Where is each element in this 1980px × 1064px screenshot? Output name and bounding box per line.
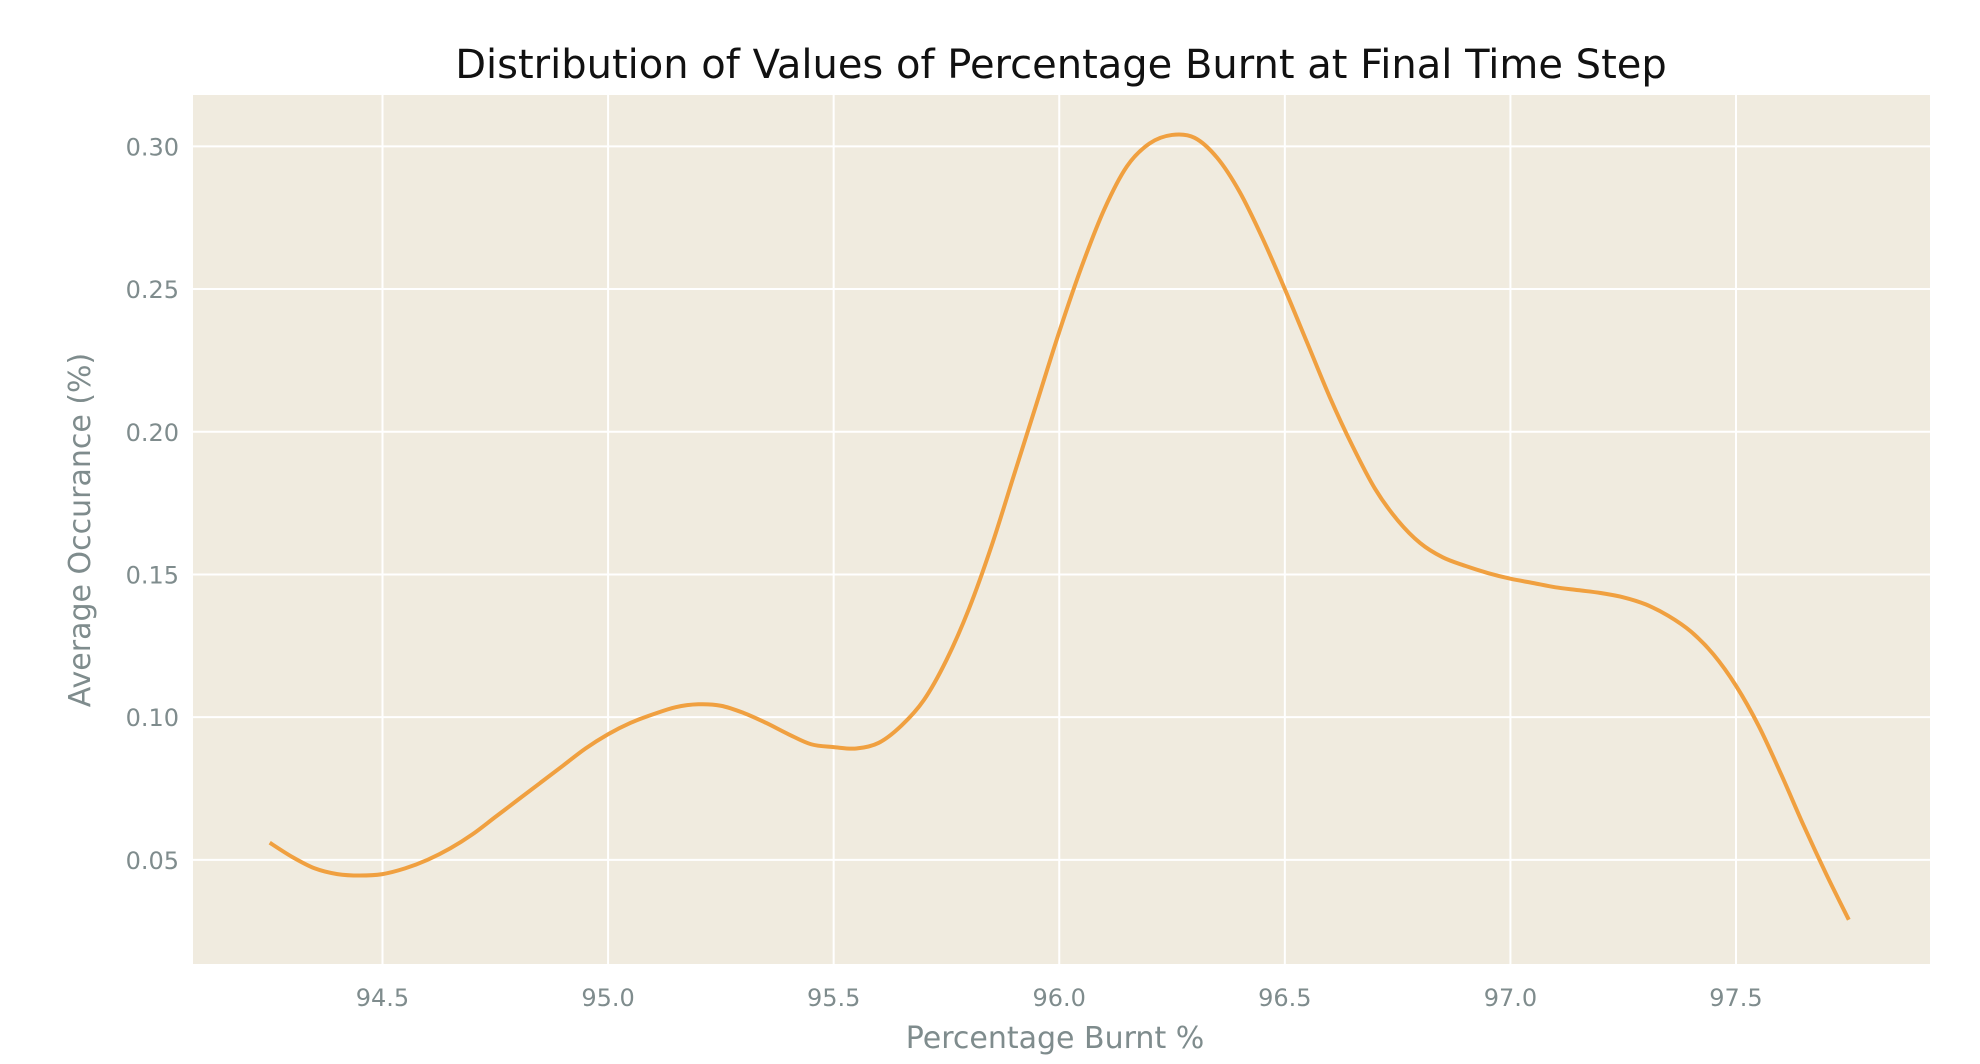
- series-group: [268, 132, 1851, 921]
- series-line: [268, 132, 1851, 921]
- y-tick-label: 0.05: [126, 847, 179, 875]
- y-tick-label: 0.15: [126, 561, 179, 589]
- plot-area: [193, 95, 1930, 964]
- y-tick-label: 0.10: [126, 704, 179, 732]
- x-tick-label: 94.5: [356, 984, 409, 1012]
- x-tick-label: 95.5: [807, 984, 860, 1012]
- y-tick-label: 0.25: [126, 276, 179, 304]
- x-tick-label: 95.0: [581, 984, 634, 1012]
- x-tick-label: 97.5: [1709, 984, 1762, 1012]
- x-tick-label: 96.5: [1258, 984, 1311, 1012]
- x-tick-labels: 94.5 95.0 95.5 96.0 96.5 97.0 97.5: [356, 984, 1763, 1012]
- chart-title: Distribution of Values of Percentage Bur…: [455, 42, 1667, 88]
- gridlines: [193, 95, 1930, 964]
- y-tick-label: 0.20: [126, 419, 179, 447]
- x-axis-label: Percentage Burnt %: [906, 1021, 1205, 1056]
- y-axis-label: Average Occurance (%): [63, 353, 98, 707]
- y-tick-labels: 0.05 0.10 0.15 0.20 0.25 0.30: [126, 133, 179, 874]
- x-tick-label: 97.0: [1484, 984, 1537, 1012]
- x-tick-label: 96.0: [1033, 984, 1086, 1012]
- y-tick-label: 0.30: [126, 133, 179, 161]
